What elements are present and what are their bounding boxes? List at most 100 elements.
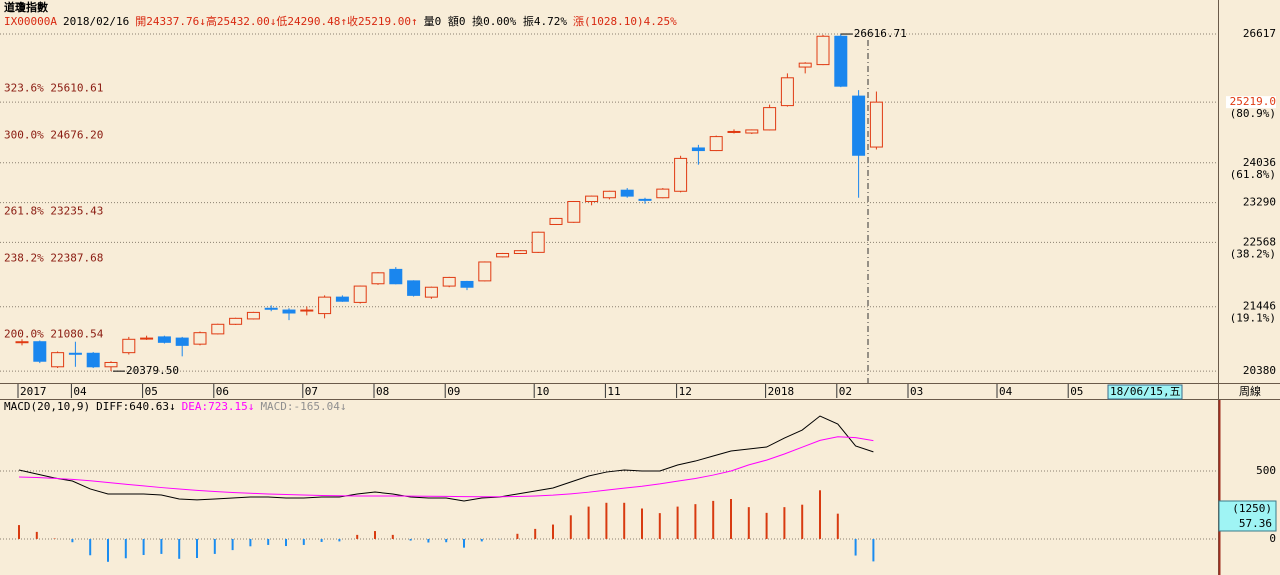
- cursor-date: 18/06/15,五: [1110, 385, 1181, 398]
- candle-body: [442, 276, 456, 287]
- macd-line: [18, 436, 874, 498]
- candle-body: [674, 157, 688, 192]
- candle-body: [852, 95, 866, 156]
- candle-body: [335, 296, 349, 302]
- fib-label: 261.8% 23235.43: [4, 205, 103, 218]
- candle-body: [51, 352, 65, 368]
- candle-body: [834, 35, 848, 87]
- candle-body: [620, 189, 634, 197]
- legend-entry: DEA:723.15↓: [182, 400, 255, 413]
- legend-entry: MACD:-165.04↓: [260, 400, 346, 413]
- annotation-label: 20379.50: [126, 364, 179, 377]
- y-tick-label: 24036: [1243, 156, 1276, 169]
- candle-body: [460, 280, 474, 288]
- candle-body: [869, 101, 883, 148]
- candle-body: [86, 352, 100, 368]
- x-tick-label: 03: [910, 385, 923, 398]
- quote-item: 漲(1028.10)4.25%: [573, 15, 677, 28]
- candle-body: [531, 231, 545, 253]
- candle-body: [15, 341, 29, 344]
- current-price-label: 25219.0: [1230, 95, 1276, 108]
- candle-body: [389, 268, 403, 285]
- fib-label: 238.2% 22387.68: [4, 251, 103, 264]
- candle-body: [175, 337, 189, 346]
- macd-line: [18, 415, 874, 502]
- y-tick-label: 22568: [1243, 235, 1276, 248]
- quote-bar: IX00000A 2018/02/16 開24337.76↓高25432.00↓低2…: [4, 14, 677, 28]
- candle-body: [140, 337, 154, 340]
- candle-body: [727, 130, 741, 133]
- period-label: 周線: [1239, 384, 1261, 398]
- current-price-box: [1226, 96, 1276, 109]
- candle-body: [122, 338, 136, 354]
- x-tick-label: 04: [999, 385, 1013, 398]
- candle-body: [780, 77, 794, 107]
- candle-body: [68, 352, 82, 355]
- x-tick-label: 05: [145, 385, 158, 398]
- macd-legend: MACD(20,10,9) DIFF:640.63↓ DEA:723.15↓ MACD…: [4, 400, 347, 413]
- candle-body: [157, 336, 171, 343]
- x-tick-label: 2017: [20, 385, 47, 398]
- candle-body: [229, 317, 243, 325]
- y-tick-label: 500: [1256, 464, 1276, 477]
- candle-body: [763, 107, 777, 131]
- candle-body: [745, 129, 759, 134]
- fib-label: 323.6% 25610.61: [4, 82, 103, 95]
- chart-title: 道瓊指數: [4, 0, 48, 14]
- candle-body: [264, 307, 278, 310]
- ratio-label: (61.8%): [1230, 168, 1276, 181]
- y-tick-label: 21446: [1243, 300, 1276, 313]
- candle-body: [567, 201, 581, 223]
- quote-item: 2018/02/16: [63, 15, 129, 28]
- y-tick-label: 20380: [1243, 364, 1276, 377]
- candle-body: [816, 35, 830, 66]
- legend-entry: DIFF:640.63↓: [96, 400, 175, 413]
- x-tick-label: 04: [73, 385, 87, 398]
- candle-body: [656, 188, 670, 199]
- candle-body: [602, 190, 616, 199]
- ratio-label: (38.2%): [1230, 247, 1276, 260]
- candle-body: [549, 217, 563, 225]
- candle-body: [282, 309, 296, 314]
- candle-body: [193, 332, 207, 345]
- x-tick-label: 12: [679, 385, 692, 398]
- candle-body: [691, 147, 705, 152]
- candle-body: [496, 252, 510, 258]
- candle-body: [246, 311, 260, 320]
- candle-body: [300, 309, 314, 312]
- candle-body: [211, 323, 225, 335]
- y-tick-label: 0: [1269, 532, 1276, 545]
- x-tick-label: 05: [1070, 385, 1083, 398]
- candle-body: [513, 250, 527, 254]
- candle-body: [709, 136, 723, 152]
- cursor-date-box: [1107, 384, 1183, 400]
- x-tick-label: 2018: [768, 385, 795, 398]
- annotation-label: 26616.71: [854, 27, 907, 40]
- cursor-value-box: [1218, 500, 1277, 532]
- candle-body: [407, 280, 421, 296]
- cursor-value: 57.36: [1239, 517, 1272, 530]
- x-tick-label: 09: [447, 385, 460, 398]
- y-tick-label: 23290: [1243, 196, 1276, 209]
- fib-label: 300.0% 24676.20: [4, 129, 103, 142]
- y-tick-label: 26617: [1243, 27, 1276, 40]
- quote-item: IX00000A: [4, 15, 57, 28]
- macd-label: MACD(20,10,9): [4, 400, 90, 413]
- cursor-value: (1250): [1232, 502, 1272, 515]
- ratio-label: (19.1%): [1230, 312, 1276, 325]
- candle-body: [638, 198, 652, 201]
- candle-body: [353, 285, 367, 303]
- quote-item: 開24337.76↓高25432.00↓低24290.48↑收25219.00↑: [135, 14, 417, 28]
- candle-body: [478, 261, 492, 282]
- x-tick-label: 10: [536, 385, 549, 398]
- ratio-label: (80.9%): [1230, 107, 1276, 120]
- x-tick-label: 02: [839, 385, 852, 398]
- candle-body: [104, 361, 118, 368]
- x-tick-label: 08: [376, 385, 389, 398]
- quote-item: 量0 額0 換0.00% 振4.72%: [424, 14, 568, 28]
- candle-body: [371, 272, 385, 285]
- candle-body: [424, 286, 438, 298]
